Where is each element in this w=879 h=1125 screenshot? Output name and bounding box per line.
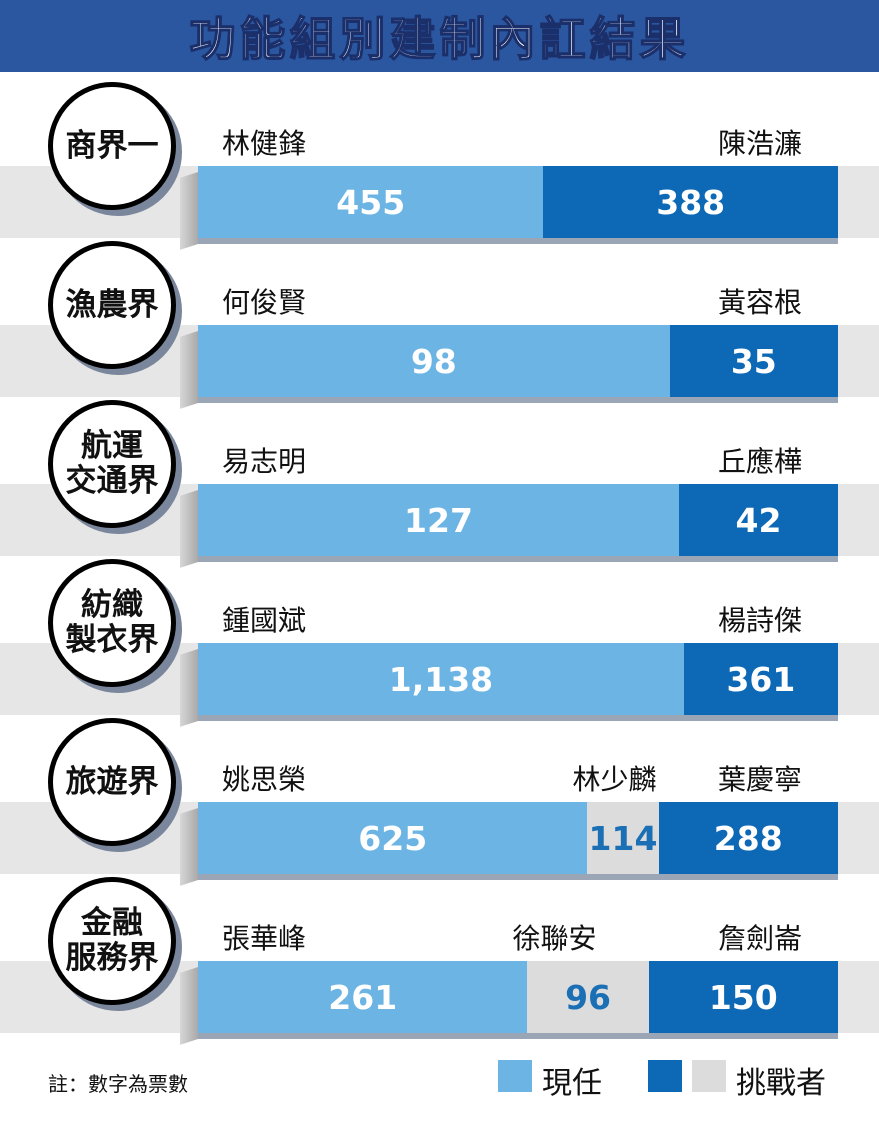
bar-segment-other: 114	[587, 802, 659, 874]
bar-side-face	[180, 172, 198, 250]
category-label: 金融	[81, 905, 143, 942]
bar-bottom-face	[198, 238, 838, 244]
bar-bottom-face	[198, 556, 838, 562]
vote-value-label: 361	[726, 659, 796, 699]
category-label: 旅遊界	[65, 763, 159, 800]
bar-segments: 455 388	[198, 166, 838, 238]
candidate-name: 林健鋒	[222, 127, 307, 160]
title-bar: 功能組別建制內訌結果	[0, 0, 879, 72]
category-label: 漁農界	[65, 286, 159, 323]
bar-segments: 261 96 150	[198, 961, 838, 1033]
vote-value-label: 98	[410, 341, 457, 381]
bar-segments: 98 35	[198, 325, 838, 397]
candidate-name: 徐聯安	[512, 922, 597, 955]
vote-value-label: 35	[730, 341, 777, 381]
category-circle: 紡織 製衣界	[48, 559, 176, 687]
bar-segment-challenger: 361	[683, 643, 838, 715]
category-circle: 漁農界	[48, 241, 176, 369]
candidate-name: 葉慶寧	[717, 763, 802, 796]
bar: 261 96 150	[180, 961, 838, 1045]
bar-segment-incumbent: 261	[198, 961, 528, 1033]
bar: 1,138 361	[180, 643, 838, 727]
legend-swatch-incumbent	[498, 1060, 532, 1092]
vote-value-label: 625	[358, 818, 428, 858]
vote-value-label: 288	[713, 818, 783, 858]
vote-value-label: 114	[588, 818, 658, 858]
legend-swatch-challenger	[648, 1060, 682, 1092]
bar-segment-challenger: 388	[543, 166, 838, 238]
category-circle: 商界一	[48, 82, 176, 210]
bar-segment-challenger: 150	[648, 961, 838, 1033]
candidate-name: 鍾國斌	[222, 604, 307, 637]
bar-bottom-face	[198, 397, 838, 403]
bar-segment-challenger: 42	[678, 484, 838, 556]
category-label: 商界一	[65, 127, 159, 164]
bar-side-face	[180, 490, 198, 568]
vote-value-label: 388	[656, 182, 726, 222]
bar-segment-incumbent: 455	[198, 166, 544, 238]
bar-segments: 625 114 288	[198, 802, 838, 874]
legend-label-challenger: 挑戰者	[736, 1066, 826, 1101]
vote-value-label: 261	[328, 977, 398, 1017]
bar-segment-challenger: 288	[658, 802, 838, 874]
bar-segment-incumbent: 127	[198, 484, 679, 556]
vote-value-label: 455	[336, 182, 406, 222]
bar: 455 388	[180, 166, 838, 250]
bar: 625 114 288	[180, 802, 838, 886]
vote-value-label: 1,138	[388, 659, 494, 699]
category-circle: 旅遊界	[48, 718, 176, 846]
vote-value-label: 127	[404, 500, 473, 540]
bar-segment-incumbent: 98	[198, 325, 670, 397]
bar-segment-challenger: 35	[669, 325, 838, 397]
bar-segment-other: 96	[527, 961, 649, 1033]
candidate-name: 林少麟	[572, 763, 657, 796]
vote-value-label: 150	[708, 977, 778, 1017]
bar-segments: 127 42	[198, 484, 838, 556]
bar-side-face	[180, 331, 198, 409]
bar-segment-incumbent: 1,138	[198, 643, 684, 715]
candidate-name: 楊詩傑	[717, 604, 802, 637]
candidate-name: 何俊賢	[222, 286, 307, 319]
category-label: 服務界	[65, 940, 159, 976]
vote-value-label: 42	[735, 500, 782, 540]
candidate-name: 姚思榮	[222, 763, 307, 796]
candidate-name: 黃容根	[717, 286, 802, 319]
bar-bottom-face	[198, 715, 838, 721]
bar: 127 42	[180, 484, 838, 568]
bar: 98 35	[180, 325, 838, 409]
bar-bottom-face	[198, 1033, 838, 1039]
legend-label-incumbent: 現任	[542, 1066, 602, 1101]
bar-side-face	[180, 967, 198, 1045]
category-label: 交通界	[65, 463, 159, 499]
chart-title: 功能組別建制內訌結果	[189, 11, 690, 67]
bar-segment-incumbent: 625	[198, 802, 588, 874]
category-circle: 航運 交通界	[48, 400, 176, 528]
candidate-name: 易志明	[222, 445, 307, 478]
legend-swatch-other	[692, 1060, 726, 1092]
bar-side-face	[180, 808, 198, 886]
candidate-name: 張華峰	[222, 922, 307, 955]
category-label: 航運	[81, 428, 143, 465]
bar-side-face	[180, 649, 198, 727]
candidate-name: 陳浩濂	[717, 127, 802, 160]
category-label: 紡織	[81, 587, 143, 624]
candidate-name: 詹劍崙	[717, 922, 802, 955]
bar-segments: 1,138 361	[198, 643, 838, 715]
candidate-name: 丘應樺	[717, 445, 802, 478]
category-label: 製衣界	[65, 622, 159, 658]
footnote: 註：數字為票數	[48, 1072, 188, 1096]
bar-bottom-face	[198, 874, 838, 880]
vote-value-label: 96	[565, 977, 611, 1017]
category-circle: 金融 服務界	[48, 877, 176, 1005]
